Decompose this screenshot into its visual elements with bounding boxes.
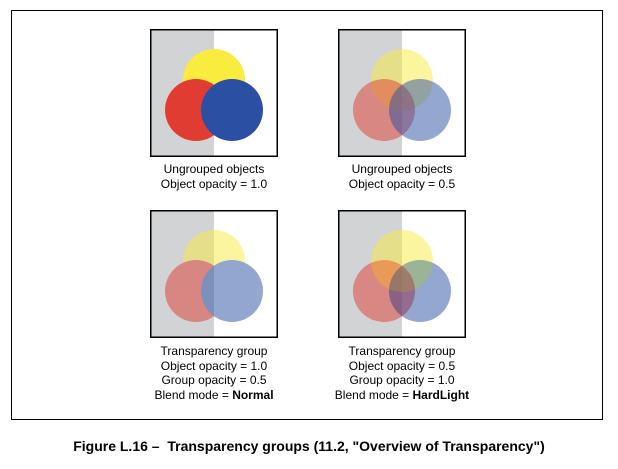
blend-mode-label: Blend mode = xyxy=(334,387,413,402)
caption-line: Group opacity = 1.0 xyxy=(349,373,455,387)
blend-mode-label: Blend mode = xyxy=(154,387,233,402)
panel-border xyxy=(150,210,278,338)
caption-line: Ungrouped objects xyxy=(163,162,265,176)
figure-frame: Ungrouped objects Object opacity = 1.0 U… xyxy=(11,10,603,420)
panel-group-normal-graphic xyxy=(150,210,278,338)
caption-line: Transparency group xyxy=(348,344,456,358)
hardlight-group xyxy=(353,230,451,322)
transparency-group xyxy=(165,230,263,322)
panel-group-hardlight xyxy=(338,210,466,338)
panel-group-hardlight-graphic xyxy=(338,210,466,338)
caption-line: Object opacity = 0.5 xyxy=(348,176,456,191)
panel-group-normal xyxy=(150,210,278,338)
caption-blend-line: Blend mode = HardLight xyxy=(302,388,502,403)
panel-border xyxy=(150,29,278,157)
panel-ungrouped-opaque xyxy=(150,29,278,157)
caption-line: Object opacity = 0.5 xyxy=(348,358,456,373)
caption-line: Transparency group xyxy=(160,344,268,358)
panel-ungrouped-opaque-graphic xyxy=(150,29,278,157)
blue-circle xyxy=(201,260,263,322)
caption-blend-line: Blend mode = Normal xyxy=(114,388,314,403)
blue-circle xyxy=(201,79,263,141)
caption-ungrouped-opaque: Ungrouped objects Object opacity = 1.0 xyxy=(114,162,314,191)
caption-line: Ungrouped objects xyxy=(351,162,453,176)
caption-line: Object opacity = 1.0 xyxy=(160,358,268,373)
caption-group-normal: Transparency group Object opacity = 1.0 … xyxy=(114,344,314,402)
figure-caption: Figure L.16 – Transparency groups (11.2,… xyxy=(73,438,545,454)
caption-group-hardlight: Transparency group Object opacity = 0.5 … xyxy=(302,344,502,402)
blend-mode-value: Normal xyxy=(232,387,274,402)
blue-circle xyxy=(389,79,451,141)
panel-border xyxy=(338,210,466,338)
panel-ungrouped-half-graphic xyxy=(338,29,466,157)
caption-line: Group opacity = 0.5 xyxy=(161,373,267,387)
caption-line: Object opacity = 1.0 xyxy=(160,176,268,191)
panel-ungrouped-half xyxy=(338,29,466,157)
caption-ungrouped-half: Ungrouped objects Object opacity = 0.5 xyxy=(302,162,502,191)
panel-border xyxy=(338,29,466,157)
blend-mode-value: HardLight xyxy=(412,387,470,402)
blue-circle xyxy=(389,260,451,322)
